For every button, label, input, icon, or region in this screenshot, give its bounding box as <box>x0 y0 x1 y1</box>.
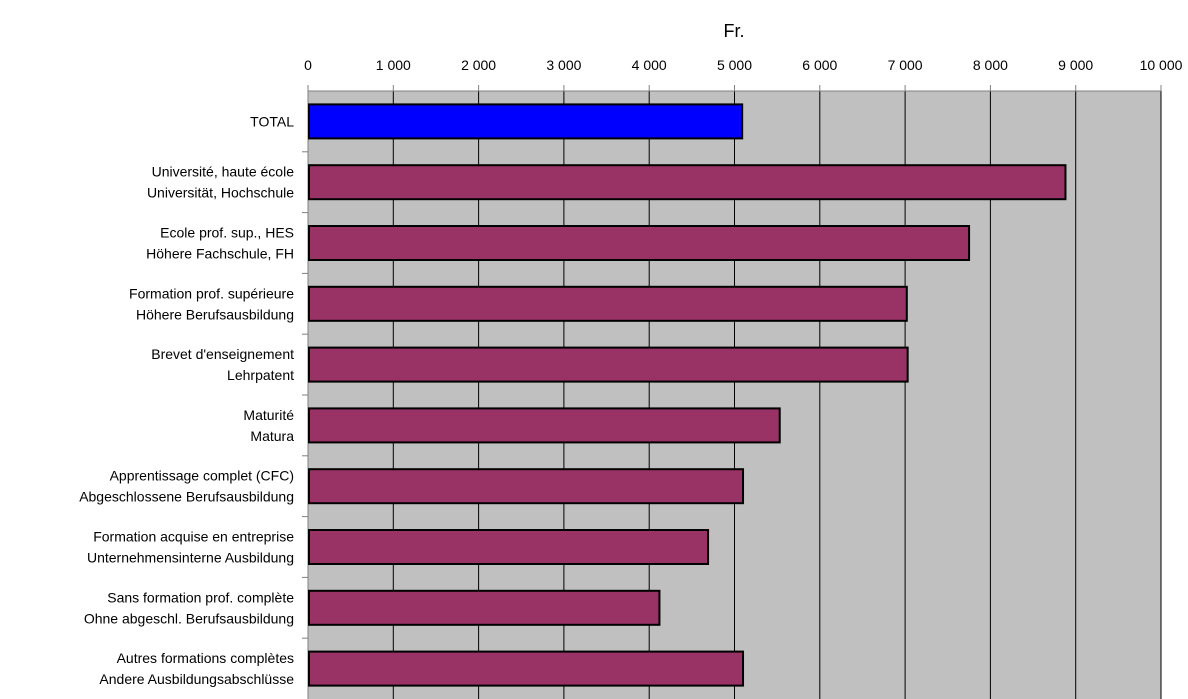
category-label: Lehrpatent <box>227 367 294 383</box>
x-axis-ticks: 0 1 000 2 000 3 000 4 000 5 000 6 000 7 000 8 00… <box>302 57 1183 699</box>
bar <box>308 285 908 322</box>
x-tick-label: 6 000 <box>802 57 837 73</box>
bar <box>308 407 781 444</box>
category-label: Brevet d'enseignement <box>151 346 294 362</box>
category-label: Ecole prof. sup., HES <box>160 225 294 241</box>
x-tick-label: 4 000 <box>632 57 667 73</box>
x-tick-label: 7 000 <box>888 57 923 73</box>
x-tick-label: 8 000 <box>973 57 1008 73</box>
category-label: Maturité <box>243 407 294 423</box>
category-label: Université, haute école <box>152 164 295 180</box>
category-label: Andere Ausbildungsabschlüsse <box>99 671 294 687</box>
x-tick-label: 1 000 <box>376 57 411 73</box>
bar <box>308 164 1067 201</box>
bar <box>308 346 909 383</box>
category-label: Ohne abgeschl. Berufsausbildung <box>84 610 294 626</box>
bar <box>308 103 744 140</box>
category-label: Autres formations complètes <box>117 650 294 666</box>
x-tick-label: 9 000 <box>1058 57 1093 73</box>
x-tick-label: 2 000 <box>461 57 496 73</box>
bar <box>308 650 745 687</box>
category-label: Apprentissage complet (CFC) <box>110 468 294 484</box>
x-tick-label: 10 000 <box>1140 57 1183 73</box>
bar <box>308 529 710 565</box>
category-label: Formation prof. supérieure <box>129 285 294 301</box>
bars <box>308 103 1067 687</box>
category-label: Höhere Fachschule, FH <box>146 246 294 262</box>
category-label: Formation acquise en entreprise <box>93 529 294 545</box>
x-tick-label: 5 000 <box>717 57 752 73</box>
x-tick-label: 3 000 <box>546 57 581 73</box>
category-label: Universität, Hochschule <box>147 185 294 201</box>
category-label: TOTAL <box>250 113 294 129</box>
category-labels: TOTAL Université, haute école Universität,… <box>79 113 294 687</box>
x-tick-label: 0 <box>304 57 312 73</box>
bar <box>308 589 661 626</box>
x-axis-title: Fr. <box>724 21 745 41</box>
category-label: Abgeschlossene Berufsausbildung <box>79 489 294 505</box>
category-label: Sans formation prof. complète <box>107 589 294 605</box>
bar <box>308 225 971 261</box>
category-label: Höhere Berufsausbildung <box>136 306 294 322</box>
category-label: Unternehmensinterne Ausbildung <box>87 550 294 566</box>
bar <box>308 468 745 505</box>
category-label: Matura <box>250 428 294 444</box>
